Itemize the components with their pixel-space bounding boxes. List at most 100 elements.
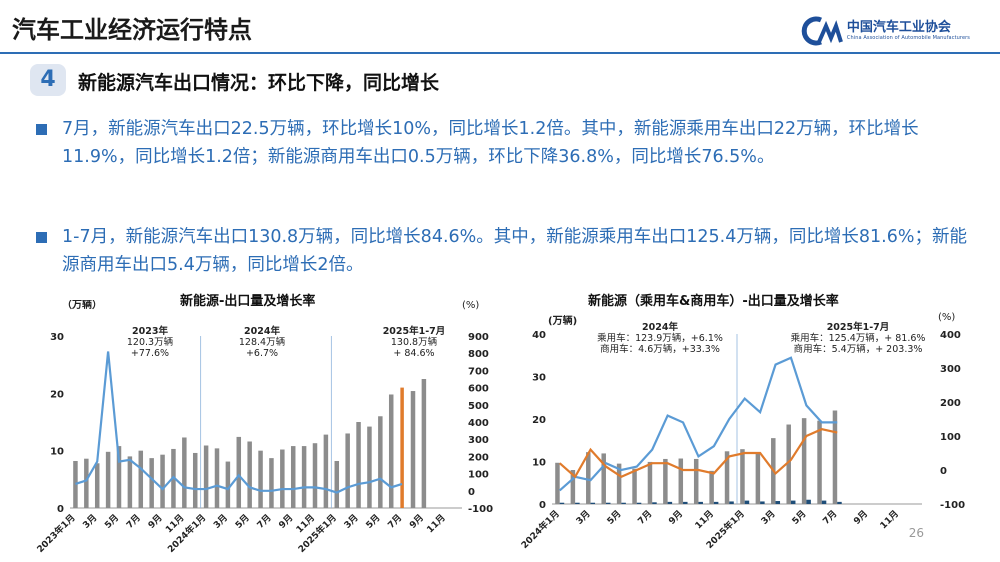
y-left-tick-label: 40 <box>532 330 546 341</box>
bar-passenger <box>740 449 745 504</box>
bar-commercial <box>683 501 688 504</box>
y-right-tick-label: 300 <box>468 435 489 446</box>
y-left-tick-label: 20 <box>50 389 64 400</box>
bar-passenger <box>724 451 730 504</box>
y-left-tick-label: 0 <box>539 500 546 511</box>
y-right-unit: (%) <box>462 300 479 311</box>
growth-line-commercial <box>558 428 838 479</box>
y-right-tick-label: 100 <box>468 470 489 481</box>
x-tick-label: 3月 <box>342 512 361 531</box>
chart1-svg: （万辆） (%) 0 10 20 30 -100 0 100 200 300 400 500 600 700… <box>34 300 493 555</box>
x-tick-label: 5月 <box>233 512 252 531</box>
y-left-tick-label: 10 <box>532 458 546 469</box>
bar-commercial <box>760 501 765 504</box>
y-right-tick-label: 900 <box>468 332 489 343</box>
bar-passenger <box>801 418 807 504</box>
annotation-text: +77.6% <box>131 348 169 359</box>
bar-passenger <box>755 452 761 504</box>
caam-logo: 中国汽车工业协会 China Association of Automobile… <box>799 14 970 48</box>
x-tick-label: 5月 <box>103 512 122 531</box>
annotation-text: 130.8万辆 <box>391 336 438 348</box>
bar-passenger <box>647 461 653 504</box>
y-left-tick-label: 30 <box>50 332 64 343</box>
y-right-unit: (%) <box>938 312 955 323</box>
y-right-tick-label: 0 <box>468 487 475 498</box>
bar-commercial <box>821 500 827 504</box>
bar <box>127 456 133 508</box>
annotation-text: + 84.6% <box>393 348 434 359</box>
annotation-text: 2025年1-7月 <box>383 325 446 337</box>
annotation-text: 乘用车：125.4万辆，+ 81.6% <box>791 332 926 344</box>
bar <box>105 451 111 508</box>
x-tick-label: 11月 <box>425 512 448 535</box>
annotation-text: 乘用车：123.9万辆，+6.1% <box>597 332 723 344</box>
bar <box>225 461 231 508</box>
bar-commercial <box>713 501 719 504</box>
bar-commercial <box>775 501 781 504</box>
bar <box>356 422 361 508</box>
y-left-tick-label: 0 <box>57 504 64 515</box>
bar-passenger <box>693 458 699 504</box>
bar <box>280 449 285 508</box>
bar-passenger <box>632 468 637 504</box>
bar-commercial <box>590 502 596 504</box>
bar-passenger <box>616 463 622 504</box>
section-number: 4 <box>30 64 66 96</box>
bar-passenger <box>678 458 684 504</box>
bar <box>410 391 416 508</box>
bar <box>367 426 372 508</box>
bullet-july: 7月，新能源汽车出口22.5万辆，环比增长10%，同比增长1.2倍。其中，新能源… <box>36 115 971 171</box>
bullet-square-icon <box>36 232 47 243</box>
bar-passenger <box>601 453 606 504</box>
bar-commercial <box>652 502 657 504</box>
chart2-title: 新能源（乘用车&商用车）-出口量及增长率 <box>588 294 839 309</box>
y-right-tick-label: -100 <box>468 504 493 515</box>
bar-passenger <box>586 452 591 504</box>
slide-title: 汽车工业经济运行特点 <box>12 16 252 44</box>
x-tick-label: 5月 <box>364 512 383 531</box>
bullet-text: 7月，新能源汽车出口22.5万辆，环比增长10%，同比增长1.2倍。其中，新能源… <box>62 119 919 167</box>
x-tick-label: 5月 <box>790 508 809 527</box>
logo-chinese-name: 中国汽车工业协会 <box>846 20 951 35</box>
y-right-tick-label: 200 <box>468 452 489 463</box>
annotation-text: 2024年 <box>244 325 280 337</box>
y-left-tick-label: 10 <box>50 447 64 458</box>
section-heading: 新能源汽车出口情况：环比下降，同比增长 <box>78 72 440 94</box>
bar-commercial <box>698 501 703 504</box>
y-right-tick-label: 500 <box>468 401 489 412</box>
annotation-text: 2024年 <box>642 321 678 333</box>
bar-passenger <box>663 458 668 504</box>
x-tick-label: 9月 <box>407 512 426 531</box>
bar <box>323 434 329 508</box>
annotation-text: +6.7% <box>246 348 278 359</box>
bullet-square-icon <box>36 124 47 135</box>
bar <box>258 450 263 508</box>
growth-line-passenger <box>558 356 838 492</box>
annotation-text: 2025年1-7月 <box>827 321 890 333</box>
y-right-tick-label: 200 <box>940 398 961 409</box>
bar-commercial <box>559 502 565 504</box>
y-right-tick-label: 100 <box>940 432 961 443</box>
y-right-tick-label: 400 <box>940 330 961 341</box>
bar-commercial <box>806 499 811 504</box>
bar-commercial <box>667 501 673 504</box>
logo-english-name: China Association of Automobile Manufact… <box>846 35 970 41</box>
bar-passenger <box>832 410 838 504</box>
y-right-tick-label: 600 <box>468 384 489 395</box>
bar <box>290 446 296 508</box>
bar <box>84 458 89 508</box>
x-tick-label: 9月 <box>667 508 686 527</box>
x-tick-label: 9月 <box>852 508 871 527</box>
bar-commercial <box>636 502 642 504</box>
bar <box>73 460 78 508</box>
bar-commercial <box>744 500 750 504</box>
y-right-tick-label: 700 <box>468 366 489 377</box>
chart1-title: 新能源-出口量及增长率 <box>180 294 316 309</box>
x-tick-label: 9月 <box>146 512 165 531</box>
bar-commercial <box>790 500 796 504</box>
bar <box>247 441 252 508</box>
bar <box>388 394 394 508</box>
bar <box>378 416 383 508</box>
x-tick-label: 7月 <box>255 512 274 531</box>
x-tick-label: 7月 <box>636 508 655 527</box>
